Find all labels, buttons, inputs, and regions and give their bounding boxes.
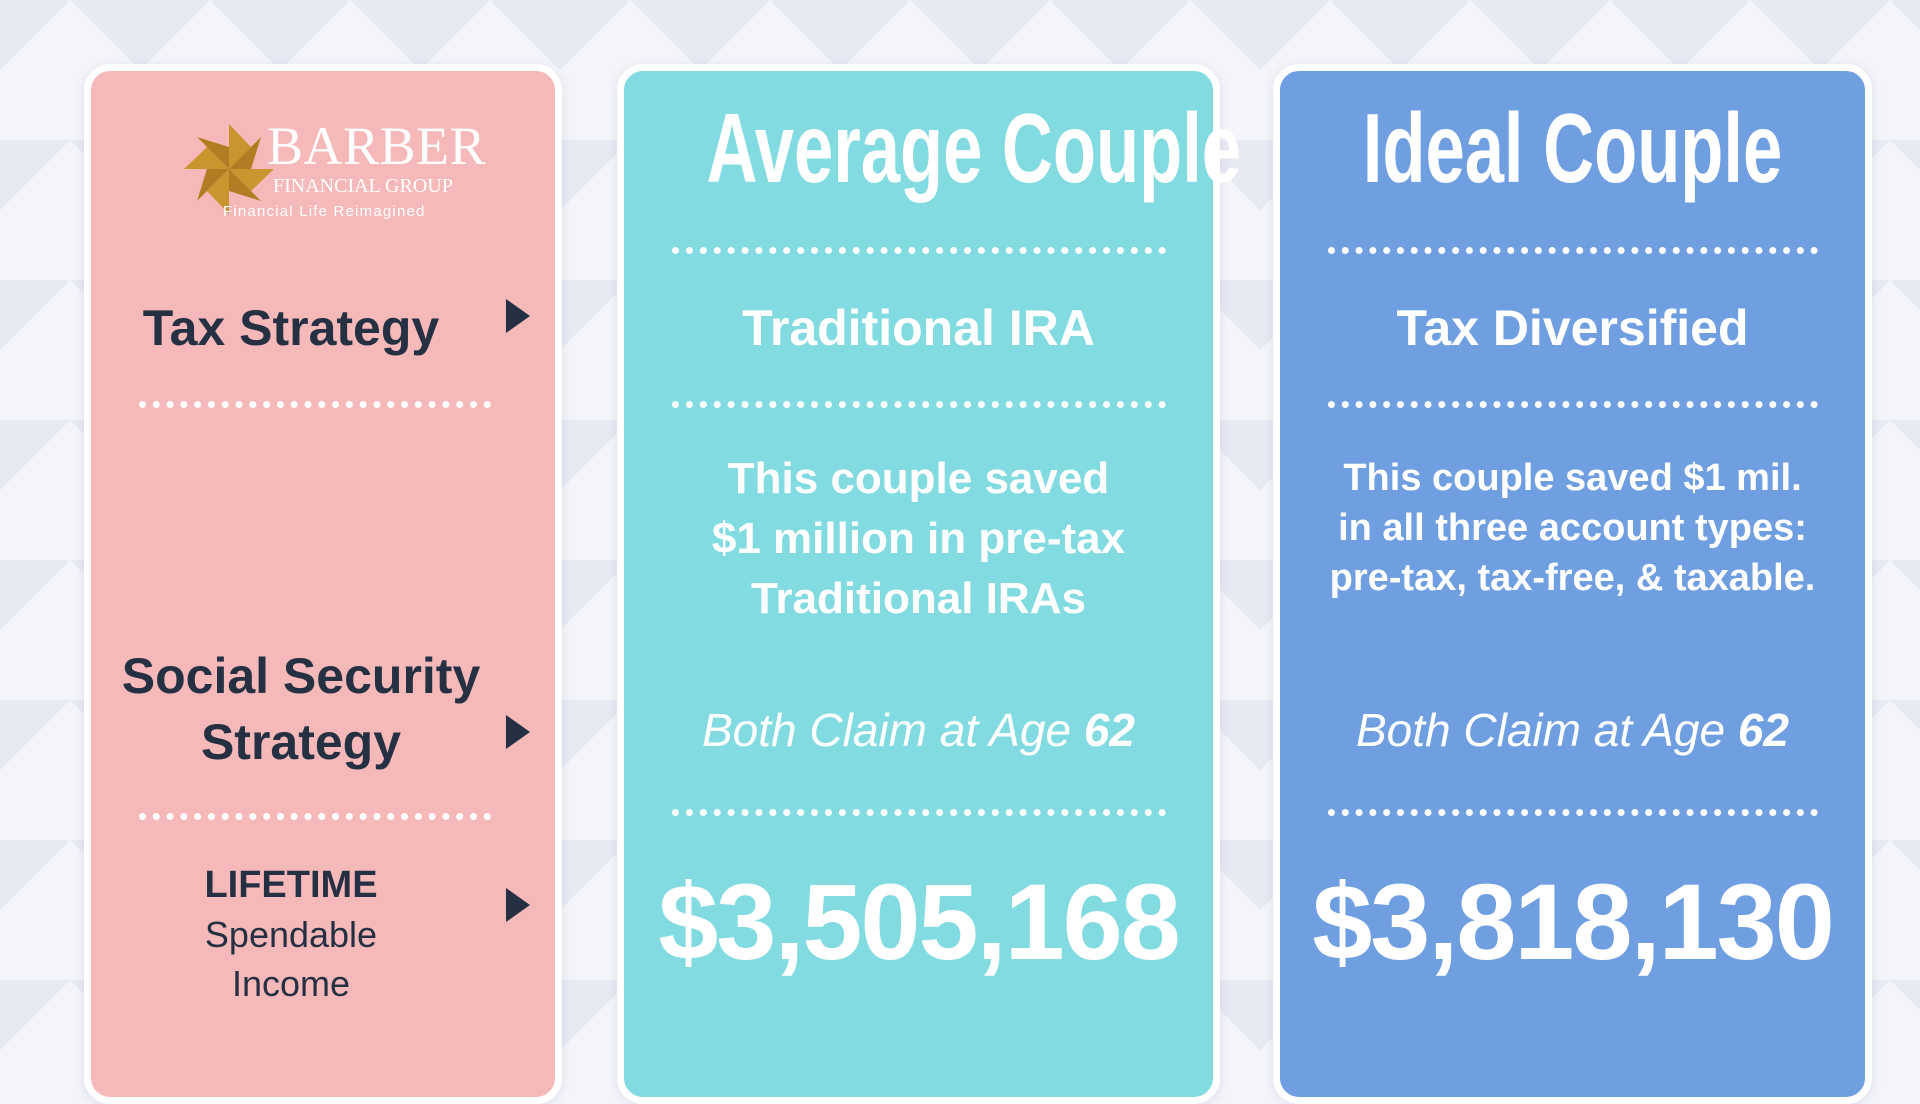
social-security-strategy-label: Social Security Strategy xyxy=(121,648,481,770)
logo-tagline: Financial Life Reimagined xyxy=(223,203,426,220)
ideal-couple-panel: Ideal Couple Tax Diversified This couple… xyxy=(1273,64,1872,1104)
logo-subline: FINANCIAL GROUP xyxy=(273,175,453,197)
tax-strategy-label: Tax Strategy xyxy=(142,300,440,356)
triangle-right-icon xyxy=(506,888,530,922)
pinwheel-logo-icon xyxy=(184,124,274,214)
divider xyxy=(139,401,491,408)
average-description: This couple saved $1 million in pre-tax … xyxy=(711,454,1126,623)
lifetime-income-label: LIFETIME Spendable Income xyxy=(204,864,378,1004)
triangle-right-icon xyxy=(506,715,530,749)
divider xyxy=(1328,809,1818,816)
divider xyxy=(1328,401,1818,408)
divider xyxy=(139,813,491,820)
divider xyxy=(672,401,1166,408)
triangle-right-icon xyxy=(506,299,530,333)
barber-financial-logo: BARBER FINANCIAL GROUP Financial Life Re… xyxy=(179,115,499,225)
ideal-claim-age: Both Claim at Age 62 xyxy=(1356,704,1789,756)
average-lifetime-income: $3,505,168 xyxy=(658,861,1181,982)
divider xyxy=(1328,247,1818,254)
divider xyxy=(672,809,1166,816)
average-couple-title: Average Couple xyxy=(706,93,1242,203)
average-claim-age: Both Claim at Age 62 xyxy=(702,704,1135,756)
ideal-description: This couple saved $1 mil. in all three a… xyxy=(1329,457,1816,599)
ideal-lifetime-income: $3,818,130 xyxy=(1312,861,1835,982)
strategy-labels-panel: BARBER FINANCIAL GROUP Financial Life Re… xyxy=(84,64,562,1104)
ideal-tax-strategy: Tax Diversified xyxy=(1396,300,1749,356)
average-tax-strategy: Traditional IRA xyxy=(742,300,1095,356)
average-couple-panel: Average Couple Traditional IRA This coup… xyxy=(617,64,1242,1104)
ideal-couple-title: Ideal Couple xyxy=(1362,93,1783,203)
divider xyxy=(672,247,1166,254)
logo-name: BARBER xyxy=(267,116,487,176)
